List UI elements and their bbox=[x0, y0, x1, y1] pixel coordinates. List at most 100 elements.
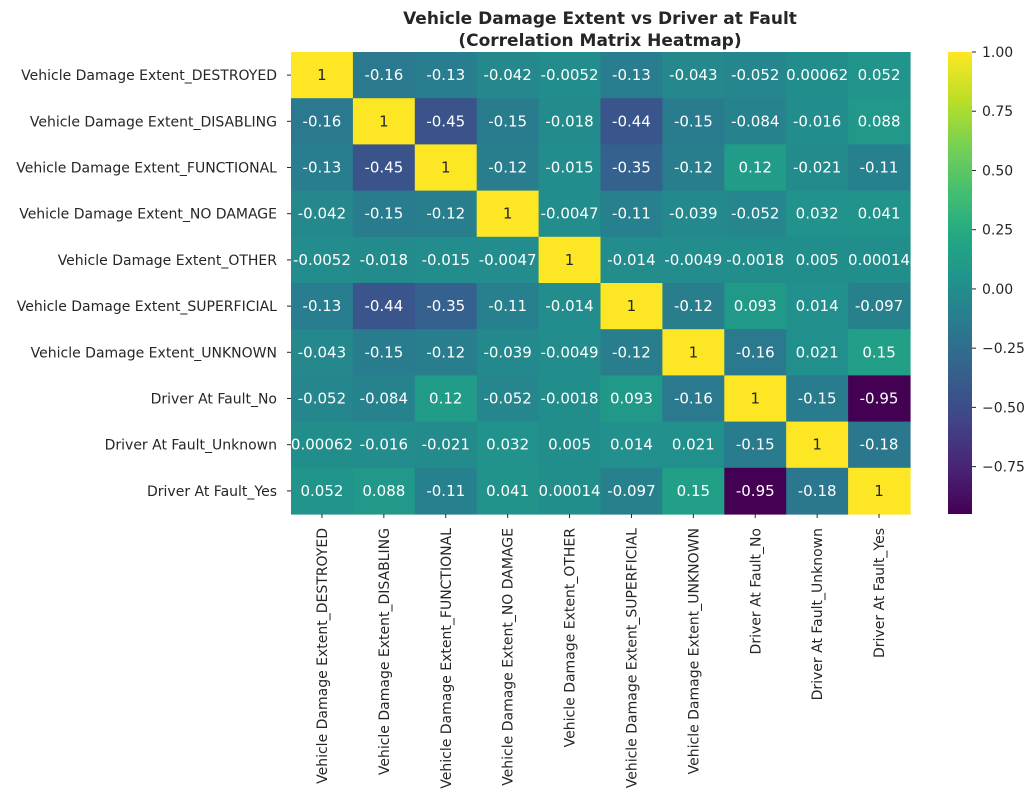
heatmap-cell bbox=[600, 52, 663, 99]
cell-value-label: 0.021 bbox=[672, 436, 715, 454]
colorbar-tick-label: 1.00 bbox=[982, 45, 1013, 61]
heatmap-cell bbox=[414, 236, 478, 284]
colorbar-tick-label: −0.50 bbox=[982, 400, 1025, 416]
cell-value-label: 1 bbox=[689, 343, 699, 361]
heatmap-cell bbox=[291, 421, 354, 469]
heatmap-cell bbox=[724, 144, 787, 192]
heatmap-cell bbox=[848, 329, 911, 376]
cell-value-label: -0.16 bbox=[364, 66, 403, 84]
cell-value-label: 0.00062 bbox=[786, 66, 848, 84]
cell-value-label: -0.12 bbox=[488, 159, 527, 177]
row-labels: Vehicle Damage Extent_DESTROYED Vehicle D… bbox=[16, 68, 291, 500]
cell-value-label: -0.016 bbox=[793, 112, 841, 130]
heatmap-cell bbox=[662, 144, 725, 192]
heatmap-cell bbox=[414, 52, 478, 99]
column-tick-label: Driver At Fault_No bbox=[748, 528, 764, 654]
colorbar-tick-label: −0.75 bbox=[982, 460, 1025, 476]
colorbar-tick-label: 0.75 bbox=[982, 104, 1013, 120]
cell-value-label: -0.44 bbox=[612, 112, 651, 130]
heatmap-cell bbox=[291, 190, 354, 238]
cell-value-label: -0.0049 bbox=[664, 251, 722, 269]
heatmap-cell bbox=[662, 467, 725, 515]
cell-value-label: -0.021 bbox=[793, 159, 841, 177]
heatmap-cell bbox=[600, 190, 663, 238]
cell-value-label: -0.13 bbox=[426, 66, 465, 84]
cell-value-label: -0.0047 bbox=[479, 251, 537, 269]
cell-value-label: -0.097 bbox=[607, 482, 655, 500]
heatmap-cell bbox=[352, 375, 416, 423]
heatmap-cell bbox=[538, 421, 602, 469]
cell-value-label: -0.35 bbox=[426, 297, 465, 315]
heatmap-cell bbox=[786, 190, 849, 238]
heatmap-cell bbox=[538, 283, 602, 330]
heatmap-cell bbox=[724, 236, 787, 284]
cell-value-label: -0.052 bbox=[483, 390, 531, 408]
cell-value-label: -0.12 bbox=[674, 159, 713, 177]
column-tick-label: Vehicle Damage Extent_DISABLING bbox=[377, 528, 393, 775]
cell-value-label: -0.15 bbox=[674, 112, 713, 130]
heatmap-cell bbox=[538, 144, 602, 192]
chart-subtitle: (Correlation Matrix Heatmap) bbox=[458, 31, 741, 51]
column-tick-label: Vehicle Damage Extent_SUPERFICIAL bbox=[624, 528, 640, 788]
cell-value-label: -0.021 bbox=[422, 436, 470, 454]
cell-value-label: -0.11 bbox=[426, 482, 465, 500]
cell-value-label: -0.15 bbox=[488, 112, 527, 130]
heatmap-cell bbox=[662, 375, 725, 423]
heatmap-cell bbox=[352, 98, 416, 145]
heatmap-cell bbox=[662, 329, 725, 376]
cell-value-label: -0.35 bbox=[612, 159, 651, 177]
heatmap-cell bbox=[786, 467, 849, 515]
heatmap-cell bbox=[786, 144, 849, 192]
cell-value-label: 0.00014 bbox=[539, 482, 601, 500]
heatmap-cell bbox=[352, 52, 416, 99]
cell-value-label: 0.041 bbox=[486, 482, 529, 500]
row-tick-label: Driver At Fault_Unknown bbox=[105, 438, 277, 454]
cell-value-label: 0.088 bbox=[858, 112, 901, 130]
cell-value-label: -0.18 bbox=[860, 436, 899, 454]
heatmap-cell bbox=[414, 283, 478, 330]
cell-value-label: -0.12 bbox=[612, 343, 651, 361]
heatmap-cell bbox=[848, 375, 911, 423]
column-tick-label: Vehicle Damage Extent_NO DAMAGE bbox=[501, 528, 517, 786]
row-tick-label: Vehicle Damage Extent_SUPERFICIAL bbox=[17, 299, 277, 315]
heatmap-cell bbox=[848, 467, 911, 515]
heatmap-cell bbox=[538, 236, 602, 284]
colorbar: 1.00 0.75 0.50 0.25 0.00 −0.25 −0.50 −0.75 bbox=[948, 45, 1025, 514]
heatmap-cell bbox=[724, 329, 787, 376]
row-tick-label: Driver At Fault_No bbox=[151, 392, 277, 408]
cell-value-label: -0.15 bbox=[364, 343, 403, 361]
heatmap-cell bbox=[291, 52, 354, 99]
cell-value-label: 1 bbox=[317, 66, 327, 84]
heatmap-cell bbox=[538, 52, 602, 99]
cell-value-label: 1 bbox=[750, 390, 760, 408]
heatmap-cell bbox=[538, 375, 602, 423]
heatmap-cell bbox=[414, 144, 478, 192]
heatmap-cell bbox=[662, 421, 725, 469]
chart-title: Vehicle Damage Extent vs Driver at Fault bbox=[403, 9, 797, 29]
colorbar-tick-label: −0.25 bbox=[982, 341, 1025, 357]
heatmap-cell bbox=[600, 98, 663, 145]
cell-value-label: 0.093 bbox=[734, 297, 777, 315]
cell-value-label: -0.12 bbox=[426, 205, 465, 223]
cell-value-label: 1 bbox=[503, 205, 513, 223]
cell-value-label: -0.052 bbox=[731, 66, 779, 84]
heatmap-cell bbox=[724, 98, 787, 145]
cell-value-label: 0.15 bbox=[862, 343, 895, 361]
heatmap-cell bbox=[662, 52, 725, 99]
cell-value-label: -0.12 bbox=[674, 297, 713, 315]
cell-value-label: 0.005 bbox=[796, 251, 839, 269]
cell-value-label: -0.44 bbox=[364, 297, 403, 315]
heatmap-cell bbox=[538, 329, 602, 376]
cell-value-label: -0.084 bbox=[731, 112, 779, 130]
cell-value-label: -0.039 bbox=[483, 343, 531, 361]
cell-value-label: -0.018 bbox=[360, 251, 408, 269]
heatmap-cell bbox=[724, 375, 787, 423]
cell-value-label: 0.021 bbox=[796, 343, 839, 361]
heatmap-cell bbox=[848, 190, 911, 238]
cell-value-label: -0.13 bbox=[303, 159, 342, 177]
cell-value-label: 0.12 bbox=[739, 159, 772, 177]
row-tick-label: Driver At Fault_Yes bbox=[147, 484, 277, 500]
cell-value-label: -0.084 bbox=[360, 390, 408, 408]
heatmap-cell bbox=[662, 98, 725, 145]
